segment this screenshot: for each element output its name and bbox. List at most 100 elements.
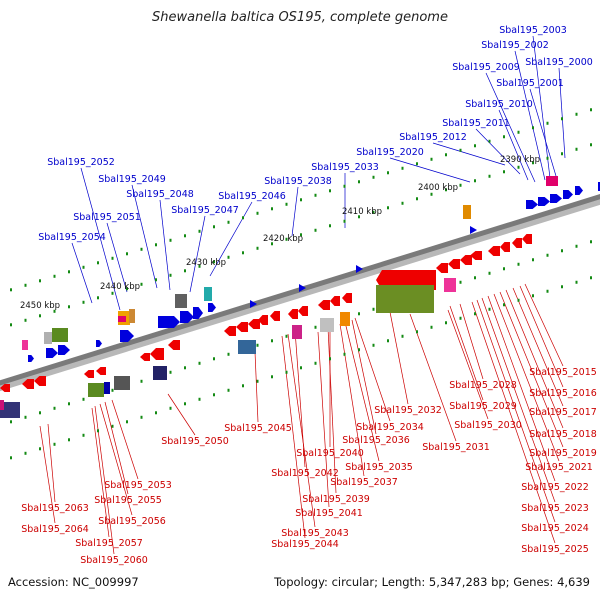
tick-dot	[39, 447, 41, 451]
plus-strand-gene	[563, 190, 573, 199]
minus-strand-gene	[512, 238, 522, 248]
tick-dot	[358, 312, 360, 316]
tick-dot	[546, 156, 549, 160]
feature-block	[320, 318, 334, 332]
scale-label: 2400 kbp	[418, 183, 458, 193]
tick-dot	[10, 456, 12, 460]
tick-dot	[561, 285, 563, 289]
minus-label-leader	[344, 321, 380, 462]
minus-gene-label: Sbal195_2042	[271, 468, 339, 479]
tick-dot	[140, 379, 143, 383]
minus-strand-gene	[168, 340, 180, 350]
tick-dot	[430, 325, 433, 329]
tick-dot	[184, 269, 186, 273]
minus-label-leader	[447, 309, 489, 420]
tick-dot	[140, 282, 143, 286]
plus-gene-label: Sbal195_2052	[47, 157, 115, 168]
plus-label-leader	[291, 186, 299, 237]
plus-label-leader	[514, 50, 546, 181]
minus-gene-label: Sbal195_2037	[330, 477, 398, 488]
minus-label-leader	[505, 289, 564, 429]
minus-label-leader	[476, 299, 556, 523]
plus-gene-label: Sbal195_2011	[442, 118, 510, 129]
tick-dot	[517, 262, 520, 266]
tick-dot	[155, 243, 157, 247]
plus-label-leader	[71, 242, 93, 304]
minus-strand-gene	[34, 376, 46, 386]
tick-dot	[358, 348, 360, 352]
tick-dot	[561, 249, 563, 253]
plus-label-leader	[106, 222, 128, 293]
tick-dot	[198, 264, 201, 268]
tick-dot	[198, 397, 201, 401]
minus-label-leader	[512, 287, 564, 407]
plus-gene-label: Sbal195_2009	[452, 62, 520, 73]
tick-dot	[53, 309, 56, 313]
genome-title: Shewanella baltica OS195, complete genom…	[152, 10, 448, 25]
tick-dot	[285, 202, 288, 206]
tick-dot	[372, 307, 375, 311]
minus-gene-label: Sbal195_2024	[521, 523, 589, 534]
tick-dot	[445, 188, 447, 192]
plus-gene-label: Sbal195_2033	[311, 162, 379, 173]
minus-gene-label: Sbal195_2018	[529, 429, 597, 440]
tick-dot	[358, 180, 360, 184]
minus-gene-label: Sbal195_2035	[345, 462, 413, 473]
plus-gene-label: Sbal195_2046	[218, 191, 286, 202]
tick-dot	[590, 276, 592, 280]
plus-strand-small-gene	[356, 265, 363, 273]
plus-label-leader	[131, 184, 158, 289]
tick-dot	[68, 305, 70, 309]
tick-dot	[227, 388, 230, 392]
minus-strand-gene	[258, 315, 268, 325]
plus-strand-small-gene	[470, 226, 477, 234]
minus-label-leader	[327, 327, 337, 494]
minus-strand-gene	[224, 326, 236, 336]
feature-block	[0, 400, 4, 410]
tick-dot	[242, 384, 244, 388]
scale-label: 2430 kbp	[186, 258, 226, 268]
minus-label-leader	[481, 297, 556, 503]
tick-dot	[271, 375, 273, 379]
feature-block	[175, 294, 187, 308]
minus-label-leader	[91, 407, 110, 538]
tick-dot	[111, 256, 114, 260]
tick-dot	[488, 307, 491, 311]
minus-gene-label: Sbal195_2044	[271, 539, 339, 550]
minus-strand-gene	[488, 246, 500, 256]
plus-gene-label: Sbal195_2054	[38, 232, 106, 243]
plus-strand-gene	[550, 194, 562, 203]
tick-dot	[68, 270, 70, 274]
minus-label-leader	[167, 393, 196, 436]
minus-gene-label: Sbal195_2060	[80, 555, 148, 566]
tick-dot	[111, 291, 114, 295]
minus-label-leader	[47, 423, 56, 503]
tick-dot	[169, 273, 172, 277]
minus-label-leader	[339, 323, 365, 477]
tick-dot	[329, 224, 331, 228]
tick-dot	[271, 207, 273, 211]
minus-strand-gene	[288, 309, 298, 319]
minus-label-leader	[281, 335, 306, 539]
minus-label-leader	[111, 399, 139, 480]
minus-gene-label: Sbal195_2022	[521, 482, 589, 493]
tick-dot	[387, 171, 389, 175]
plus-label-leader	[498, 109, 529, 181]
tick-dot	[343, 352, 346, 356]
tick-dot	[474, 144, 476, 148]
minus-gene-label: Sbal195_2017	[529, 407, 597, 418]
minus-strand-gene	[460, 255, 472, 265]
scale-label: 2410 kbp	[342, 207, 382, 217]
minus-label-leader	[354, 317, 391, 422]
minus-gene-label: Sbal195_2055	[94, 495, 162, 506]
minus-label-leader	[351, 319, 377, 435]
tick-dot	[546, 253, 549, 257]
tick-dot	[155, 278, 157, 282]
tick-dot	[140, 247, 143, 251]
tick-dot	[488, 139, 491, 143]
tick-dot	[10, 420, 12, 424]
minus-strand-gene	[342, 293, 352, 303]
minus-strand-gene	[522, 234, 532, 244]
scale-label: 2440 kbp	[100, 282, 140, 292]
minus-gene-label: Sbal195_2045	[224, 423, 292, 434]
